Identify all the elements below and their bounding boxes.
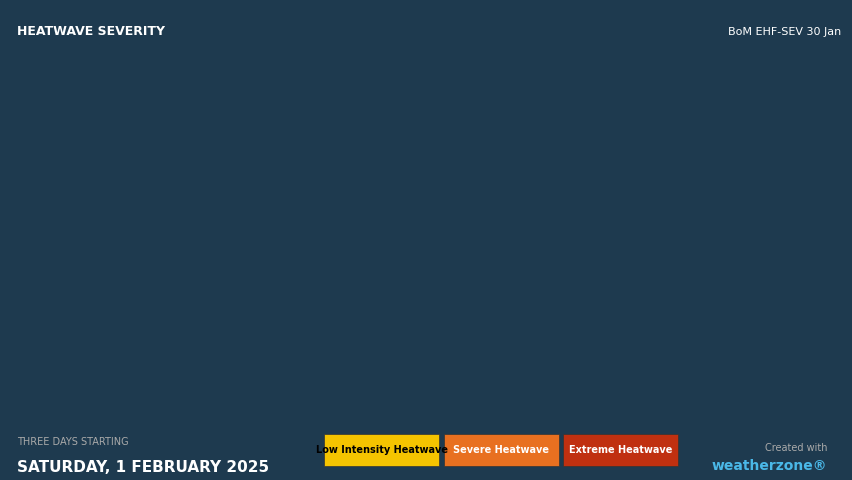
Text: THREE DAYS STARTING: THREE DAYS STARTING: [17, 437, 129, 447]
Text: weatherzone®: weatherzone®: [711, 458, 826, 473]
Text: HEATWAVE SEVERITY: HEATWAVE SEVERITY: [17, 25, 165, 38]
Text: SATURDAY, 1 FEBRUARY 2025: SATURDAY, 1 FEBRUARY 2025: [17, 460, 269, 475]
FancyBboxPatch shape: [443, 434, 558, 466]
Text: Severe Heatwave: Severe Heatwave: [452, 445, 549, 455]
Text: Created with: Created with: [764, 444, 826, 453]
FancyBboxPatch shape: [324, 434, 439, 466]
Text: Extreme Heatwave: Extreme Heatwave: [568, 445, 671, 455]
FancyBboxPatch shape: [562, 434, 677, 466]
Text: BoM EHF-SEV 30 Jan: BoM EHF-SEV 30 Jan: [727, 27, 840, 36]
Text: Low Intensity Heatwave: Low Intensity Heatwave: [315, 445, 447, 455]
